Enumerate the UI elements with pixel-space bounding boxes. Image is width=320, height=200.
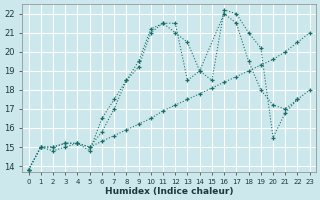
X-axis label: Humidex (Indice chaleur): Humidex (Indice chaleur) (105, 187, 233, 196)
